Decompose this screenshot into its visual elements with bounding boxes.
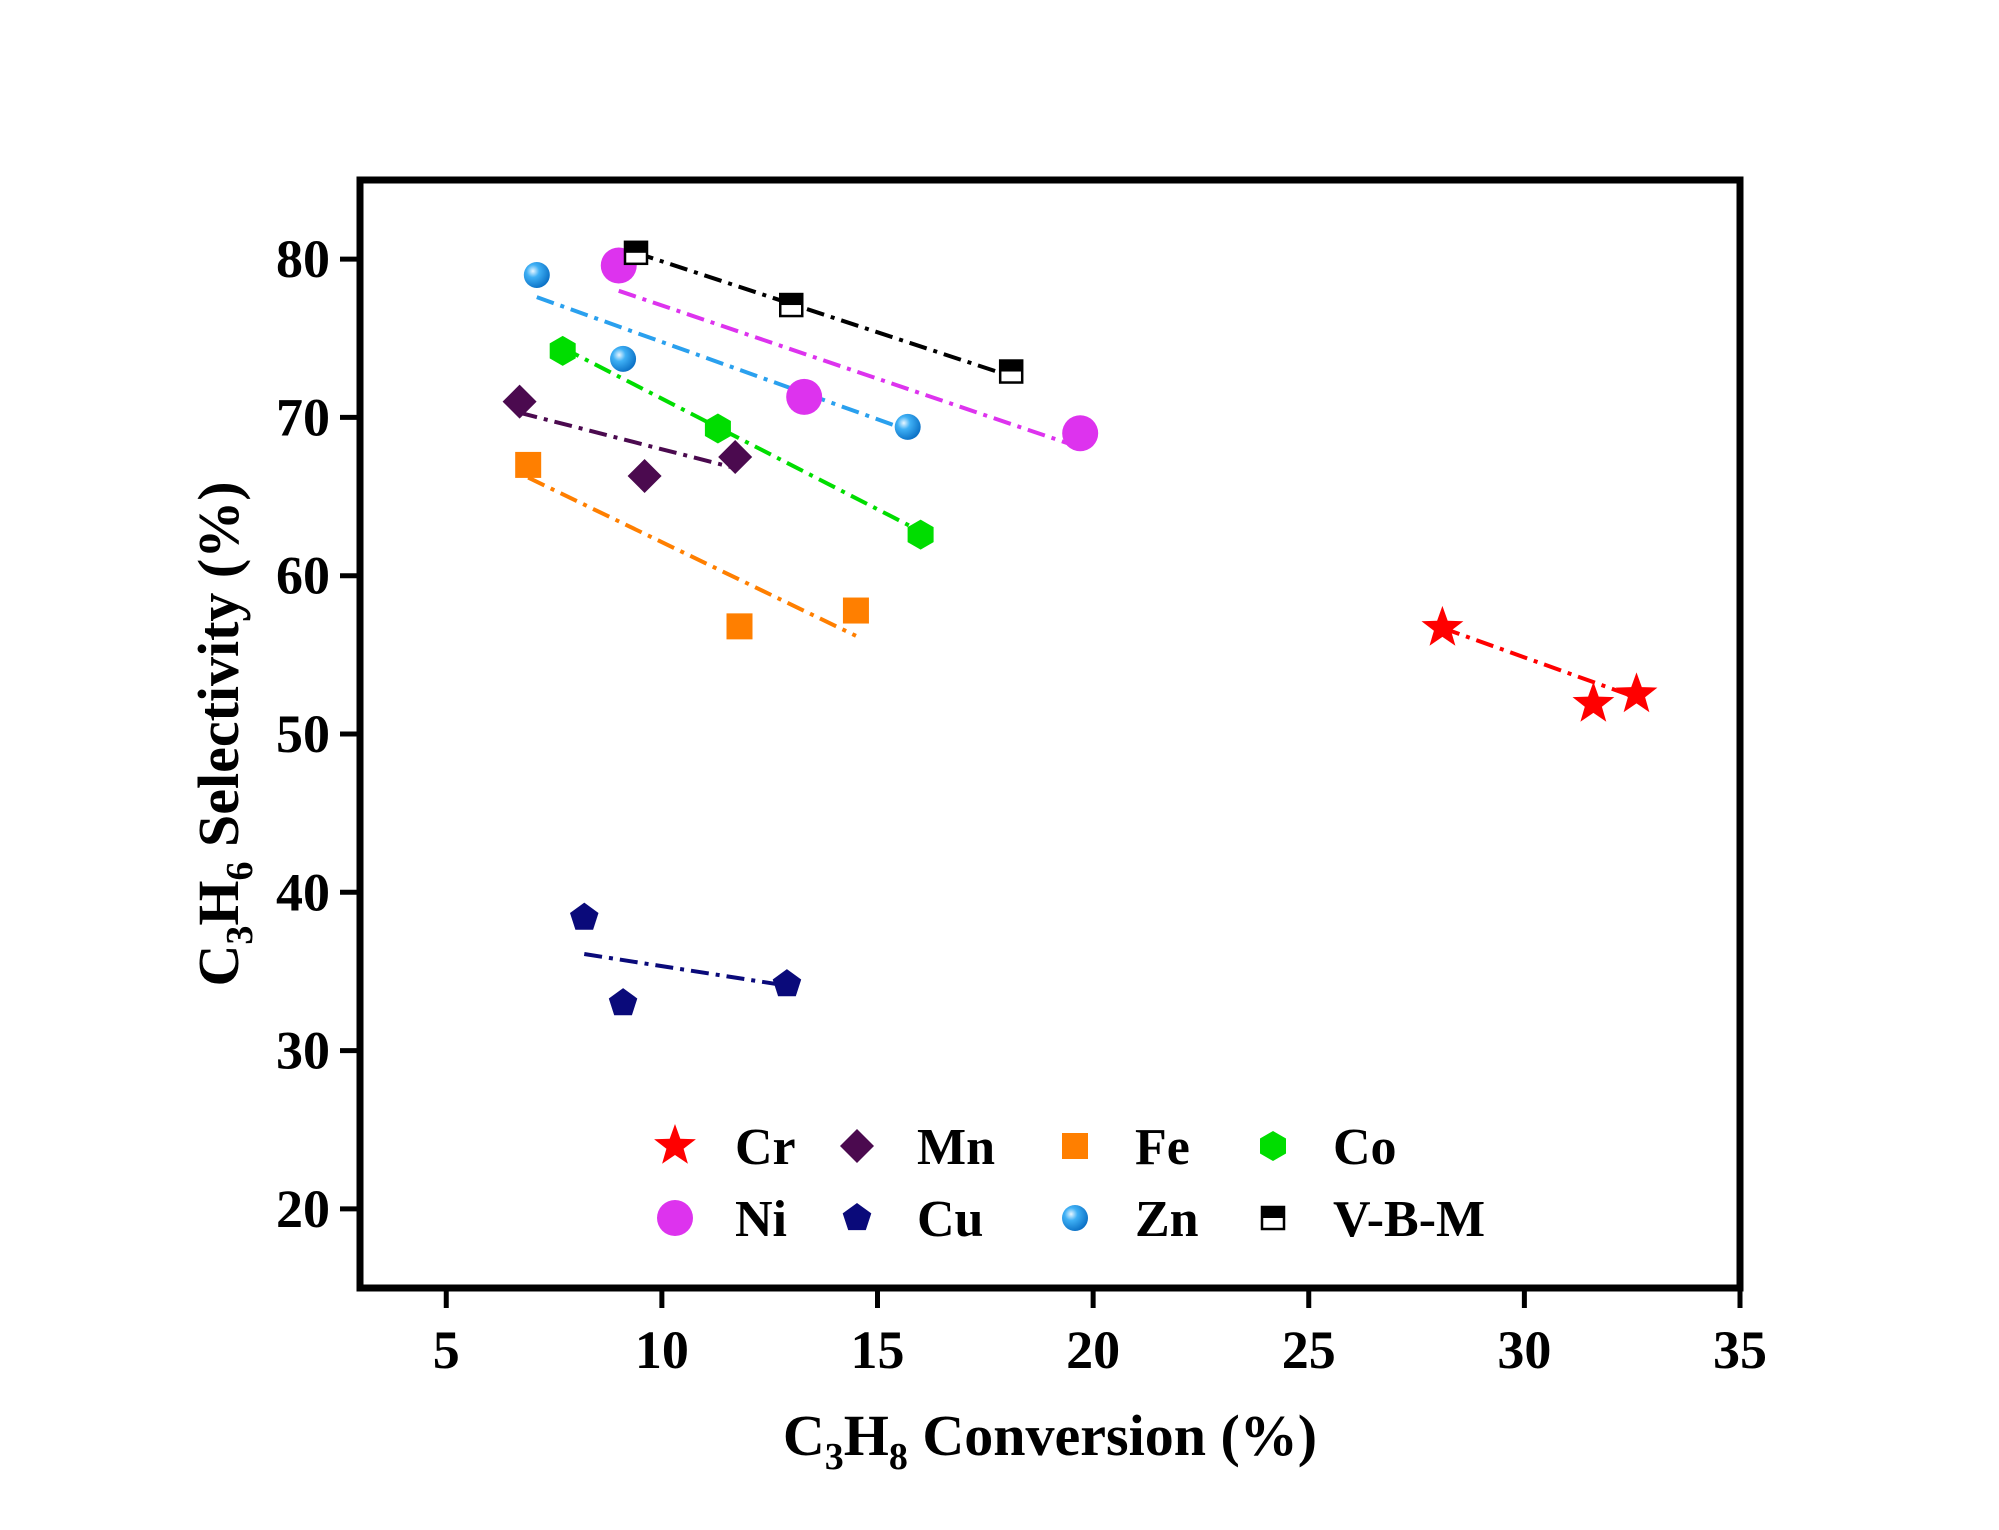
legend-item-zn: Zn: [1062, 1191, 1199, 1248]
data-points: [502, 240, 1658, 1016]
legend-marker-zn: [1062, 1205, 1088, 1231]
y-tick-label: 60: [276, 546, 330, 606]
fit-line-co: [561, 346, 922, 534]
legend-marker-cu: [842, 1203, 872, 1231]
legend-item-cr: Cr: [654, 1119, 796, 1176]
legend-label-fe: Fe: [1135, 1119, 1190, 1176]
point-co-3: [907, 519, 934, 550]
point-co-2: [704, 413, 731, 444]
fit-line-zn: [536, 295, 909, 432]
legend-marker-co: [1260, 1131, 1286, 1161]
point-fe-2: [726, 613, 753, 640]
fit-lines: [519, 250, 1638, 988]
point-fe-1: [515, 451, 542, 478]
point-v-b-m-1: [623, 240, 649, 266]
fit-line-mn: [519, 410, 736, 471]
legend-label-cr: Cr: [735, 1119, 796, 1176]
legend-marker-v-b-m: [1260, 1205, 1286, 1231]
y-tick-label: 80: [276, 229, 330, 289]
legend: Cr Mn Fe Co Ni Cu Zn V-B-M: [654, 1119, 1485, 1248]
x-tick-label: 5: [433, 1320, 460, 1380]
point-cu-3: [772, 969, 802, 997]
y-axis-title: C3H6 Selectivity (%): [186, 481, 261, 986]
x-tick-label: 25: [1282, 1320, 1336, 1380]
fit-line-cu: [583, 952, 788, 988]
point-ni-2: [786, 378, 823, 415]
legend-marker-cr: [654, 1124, 696, 1164]
legend-item-v-b-m: V-B-M: [1260, 1191, 1485, 1248]
legend-item-cu: Cu: [842, 1191, 983, 1248]
y-tick-label: 30: [276, 1021, 330, 1081]
legend-marker-fe: [1062, 1133, 1088, 1159]
point-zn-2: [610, 345, 637, 372]
legend-label-v-b-m: V-B-M: [1333, 1191, 1485, 1248]
point-mn-3: [718, 440, 753, 474]
point-mn-2: [627, 459, 662, 493]
point-ni-3: [1062, 415, 1099, 452]
legend-marker-ni: [657, 1200, 693, 1236]
y-tick-label: 40: [276, 862, 330, 922]
point-cr-2: [1572, 681, 1615, 722]
fit-line-ni: [618, 288, 1081, 450]
x-tick-label: 30: [1497, 1320, 1551, 1380]
y-tick-label: 70: [276, 387, 330, 447]
y-tick-label: 20: [276, 1179, 330, 1239]
legend-marker-mn: [840, 1129, 874, 1163]
point-cr-3: [1615, 672, 1658, 713]
point-mn-1: [502, 384, 537, 419]
x-tick-label: 10: [635, 1320, 689, 1380]
fit-line-cr: [1441, 626, 1638, 700]
point-co-1: [549, 335, 576, 366]
fit-line-v-b-m: [635, 250, 1012, 379]
axis-ticks: 5 10 15 20 25 30 35 20 30 40 50 60 70 80: [276, 229, 1767, 1380]
point-zn-1: [523, 261, 550, 288]
point-v-b-m-3: [998, 359, 1024, 384]
legend-label-mn: Mn: [917, 1119, 995, 1176]
legend-label-ni: Ni: [735, 1191, 787, 1248]
point-cr-1: [1421, 605, 1464, 646]
point-fe-3: [842, 597, 869, 624]
x-tick-label: 20: [1066, 1320, 1120, 1380]
point-v-b-m-2: [779, 292, 804, 318]
point-zn-3: [894, 413, 921, 440]
x-axis-title: C3H8 Conversion (%): [783, 1403, 1317, 1478]
point-cu-1: [570, 902, 599, 930]
legend-item-co: Co: [1260, 1119, 1397, 1176]
legend-label-cu: Cu: [917, 1191, 983, 1248]
x-tick-label: 35: [1713, 1320, 1767, 1380]
legend-item-fe: Fe: [1062, 1119, 1190, 1176]
point-cu-2: [608, 988, 638, 1016]
legend-item-ni: Ni: [657, 1191, 787, 1248]
legend-label-co: Co: [1333, 1119, 1397, 1176]
y-tick-label: 50: [276, 704, 330, 764]
legend-label-zn: Zn: [1135, 1191, 1199, 1248]
x-tick-label: 15: [851, 1320, 905, 1380]
fit-line-fe: [527, 475, 857, 638]
legend-item-mn: Mn: [840, 1119, 995, 1176]
